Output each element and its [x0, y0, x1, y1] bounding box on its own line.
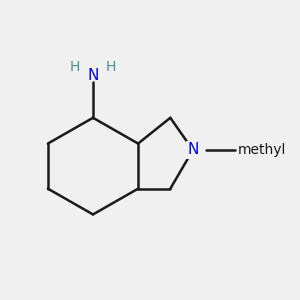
Text: N: N — [87, 68, 99, 83]
Text: methyl: methyl — [238, 143, 286, 157]
Text: H: H — [106, 60, 116, 74]
Text: N: N — [187, 142, 199, 158]
Text: H: H — [70, 60, 80, 74]
